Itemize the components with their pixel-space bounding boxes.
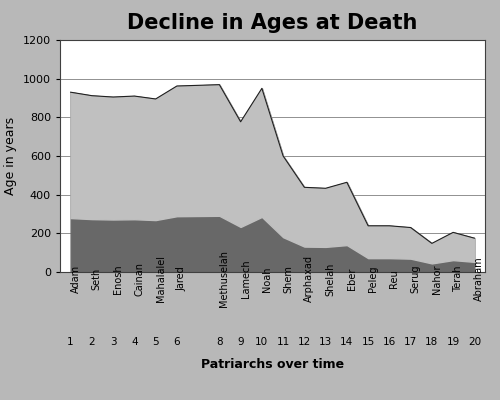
- Text: 2: 2: [88, 337, 95, 347]
- Y-axis label: Age in years: Age in years: [4, 117, 18, 195]
- Text: Reu: Reu: [390, 270, 400, 288]
- Text: Terah: Terah: [453, 266, 463, 292]
- Text: 9: 9: [238, 337, 244, 347]
- Text: Eber: Eber: [347, 268, 357, 290]
- Text: Nahor: Nahor: [432, 264, 442, 294]
- Text: Shem: Shem: [283, 265, 293, 293]
- Text: 11: 11: [276, 337, 290, 347]
- Text: 10: 10: [256, 337, 268, 347]
- Text: 12: 12: [298, 337, 311, 347]
- Text: 13: 13: [319, 337, 332, 347]
- Text: 5: 5: [152, 337, 159, 347]
- Text: Cainan: Cainan: [134, 262, 144, 296]
- Text: 8: 8: [216, 337, 222, 347]
- Text: Serug: Serug: [410, 265, 420, 293]
- Text: 14: 14: [340, 337, 353, 347]
- Text: Lamech: Lamech: [240, 260, 250, 298]
- Title: Decline in Ages at Death: Decline in Ages at Death: [128, 13, 418, 33]
- Text: 15: 15: [362, 337, 375, 347]
- Text: Patriarchs over time: Patriarchs over time: [201, 358, 344, 371]
- Text: Mahalalel: Mahalalel: [156, 256, 166, 302]
- Text: Shelah: Shelah: [326, 262, 336, 296]
- Text: Noah: Noah: [262, 266, 272, 292]
- Text: Methuselah: Methuselah: [220, 250, 230, 308]
- Text: 6: 6: [174, 337, 180, 347]
- Text: Jared: Jared: [177, 266, 187, 291]
- Text: 1: 1: [68, 337, 74, 347]
- Text: 3: 3: [110, 337, 116, 347]
- Text: Arphaxad: Arphaxad: [304, 256, 314, 302]
- Text: 19: 19: [446, 337, 460, 347]
- Text: Peleg: Peleg: [368, 266, 378, 292]
- Text: Abraham: Abraham: [474, 257, 484, 301]
- Text: Enosh: Enosh: [113, 264, 123, 294]
- Text: 20: 20: [468, 337, 481, 347]
- Text: 18: 18: [425, 337, 438, 347]
- Text: 16: 16: [383, 337, 396, 347]
- Text: Adam: Adam: [70, 265, 81, 293]
- Text: 17: 17: [404, 337, 417, 347]
- Text: 4: 4: [131, 337, 138, 347]
- Text: Seth: Seth: [92, 268, 102, 290]
